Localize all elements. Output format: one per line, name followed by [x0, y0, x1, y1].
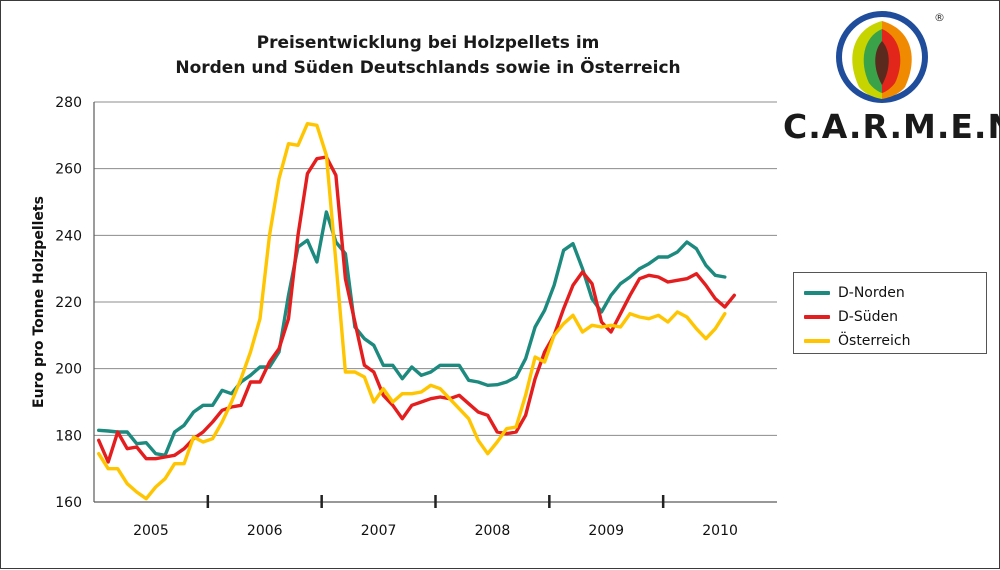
x-tick-label-2008: 2008	[475, 523, 511, 539]
series-lines	[96, 121, 736, 501]
y-tick-label-200: 200	[55, 362, 82, 378]
x-tick-label-2005: 2005	[133, 523, 169, 539]
x-tick-label-2010: 2010	[702, 523, 738, 539]
carmen-logo-icon: ®	[836, 11, 945, 103]
legend-swatch-d-norden	[804, 291, 830, 295]
x-tick-label-2009: 2009	[588, 523, 624, 539]
series-line-d-s-den	[96, 155, 736, 464]
y-tick-label-180: 180	[55, 428, 82, 444]
registered-mark: ®	[934, 11, 945, 24]
legend-item-d-sueden: D-Süden	[804, 305, 986, 329]
carmen-logo: ® C.A.R.M.E.N.	[783, 7, 1000, 147]
y-tick-label-260: 260	[55, 162, 82, 178]
legend-swatch-d-sueden	[804, 315, 830, 319]
legend-item-oesterreich: Österreich	[804, 329, 986, 353]
legend-label-d-sueden: D-Süden	[838, 309, 898, 325]
x-tick-label-2006: 2006	[247, 523, 283, 539]
y-tick-label-240: 240	[55, 228, 82, 244]
y-tick-label-220: 220	[55, 295, 82, 311]
y-tick-label-160: 160	[55, 495, 82, 511]
logo-wordmark: C.A.R.M.E.N.	[783, 107, 1000, 146]
chart-title-line-2: Norden und Süden Deutschlands sowie in Ö…	[175, 56, 680, 78]
x-tick-label-2007: 2007	[361, 523, 397, 539]
tick-labels: 160 180 200 220 240 260 280 2005 2006 2007 2008 200…	[55, 95, 738, 539]
chart-title-line-1: Preisentwicklung bei Holzpellets im	[257, 33, 600, 53]
legend-label-oesterreich: Österreich	[838, 333, 911, 349]
legend-label-d-norden: D-Norden	[838, 285, 905, 301]
legend-item-d-norden: D-Norden	[804, 281, 986, 305]
legend-swatch-oesterreich	[804, 339, 830, 343]
y-axis-label: Euro pro Tonne Holzpellets	[31, 196, 47, 408]
axes	[93, 102, 777, 508]
series-line-d-norden	[96, 210, 727, 457]
series-line--sterreich	[96, 121, 727, 501]
y-tick-label-280: 280	[55, 95, 82, 111]
legend: D-Norden D-Süden Österreich	[793, 272, 987, 354]
